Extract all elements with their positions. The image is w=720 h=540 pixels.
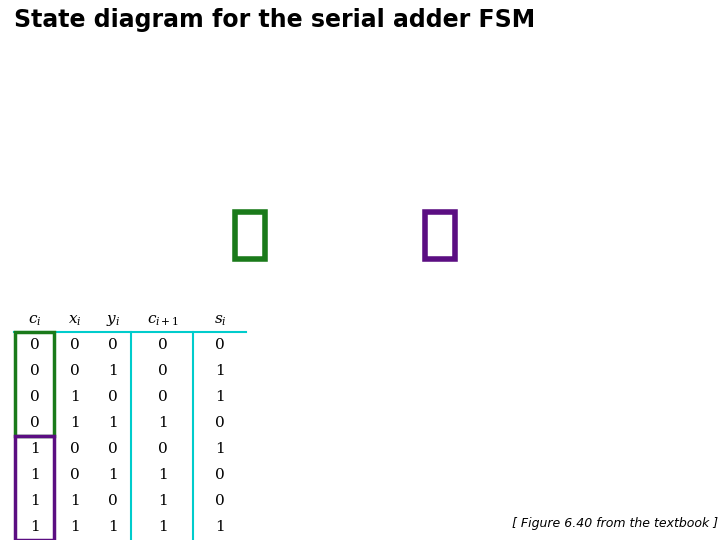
Text: 1: 1 <box>158 468 168 482</box>
Text: 1: 1 <box>108 468 118 482</box>
Text: 1: 1 <box>108 416 118 430</box>
Text: $x_i$: $x_i$ <box>68 314 82 328</box>
Text: 0: 0 <box>158 338 168 352</box>
Text: 1: 1 <box>30 494 40 508</box>
Text: $c_i$: $c_i$ <box>28 314 42 328</box>
Text: 0: 0 <box>108 390 118 404</box>
Text: 0: 0 <box>108 338 118 352</box>
Text: 1: 1 <box>30 520 40 534</box>
Text: 1: 1 <box>215 520 225 534</box>
Text: 0: 0 <box>70 468 80 482</box>
Text: 0: 0 <box>30 338 40 352</box>
Text: 0: 0 <box>158 442 168 456</box>
Bar <box>235 212 265 259</box>
Text: 1: 1 <box>158 520 168 534</box>
Text: 0: 0 <box>108 494 118 508</box>
Text: 1: 1 <box>215 390 225 404</box>
Text: 1: 1 <box>70 494 80 508</box>
Text: 0: 0 <box>215 494 225 508</box>
Text: 0: 0 <box>215 468 225 482</box>
Text: 0: 0 <box>158 364 168 378</box>
Text: 0: 0 <box>158 390 168 404</box>
Text: 1: 1 <box>215 364 225 378</box>
Text: 1: 1 <box>215 442 225 456</box>
Text: 1: 1 <box>70 390 80 404</box>
Bar <box>15 436 54 540</box>
Text: 1: 1 <box>108 364 118 378</box>
Text: $y_i$: $y_i$ <box>106 314 120 328</box>
Text: $c_{i+1}$: $c_{i+1}$ <box>147 314 179 328</box>
Text: 0: 0 <box>30 390 40 404</box>
Text: 1: 1 <box>30 468 40 482</box>
Text: 0: 0 <box>30 364 40 378</box>
Text: 1: 1 <box>158 494 168 508</box>
Text: 1: 1 <box>108 520 118 534</box>
Text: 0: 0 <box>70 364 80 378</box>
Text: 0: 0 <box>215 416 225 430</box>
Bar <box>15 332 54 436</box>
Text: 1: 1 <box>70 520 80 534</box>
Text: 0: 0 <box>215 338 225 352</box>
Bar <box>425 212 455 259</box>
Text: 0: 0 <box>30 416 40 430</box>
Text: 1: 1 <box>158 416 168 430</box>
Text: 0: 0 <box>108 442 118 456</box>
Text: 0: 0 <box>70 338 80 352</box>
Text: 0: 0 <box>70 442 80 456</box>
Text: [ Figure 6.40 from the textbook ]: [ Figure 6.40 from the textbook ] <box>512 517 718 530</box>
Text: 1: 1 <box>30 442 40 456</box>
Text: 1: 1 <box>70 416 80 430</box>
Text: $s_i$: $s_i$ <box>214 314 226 328</box>
Text: State diagram for the serial adder FSM: State diagram for the serial adder FSM <box>14 8 535 32</box>
